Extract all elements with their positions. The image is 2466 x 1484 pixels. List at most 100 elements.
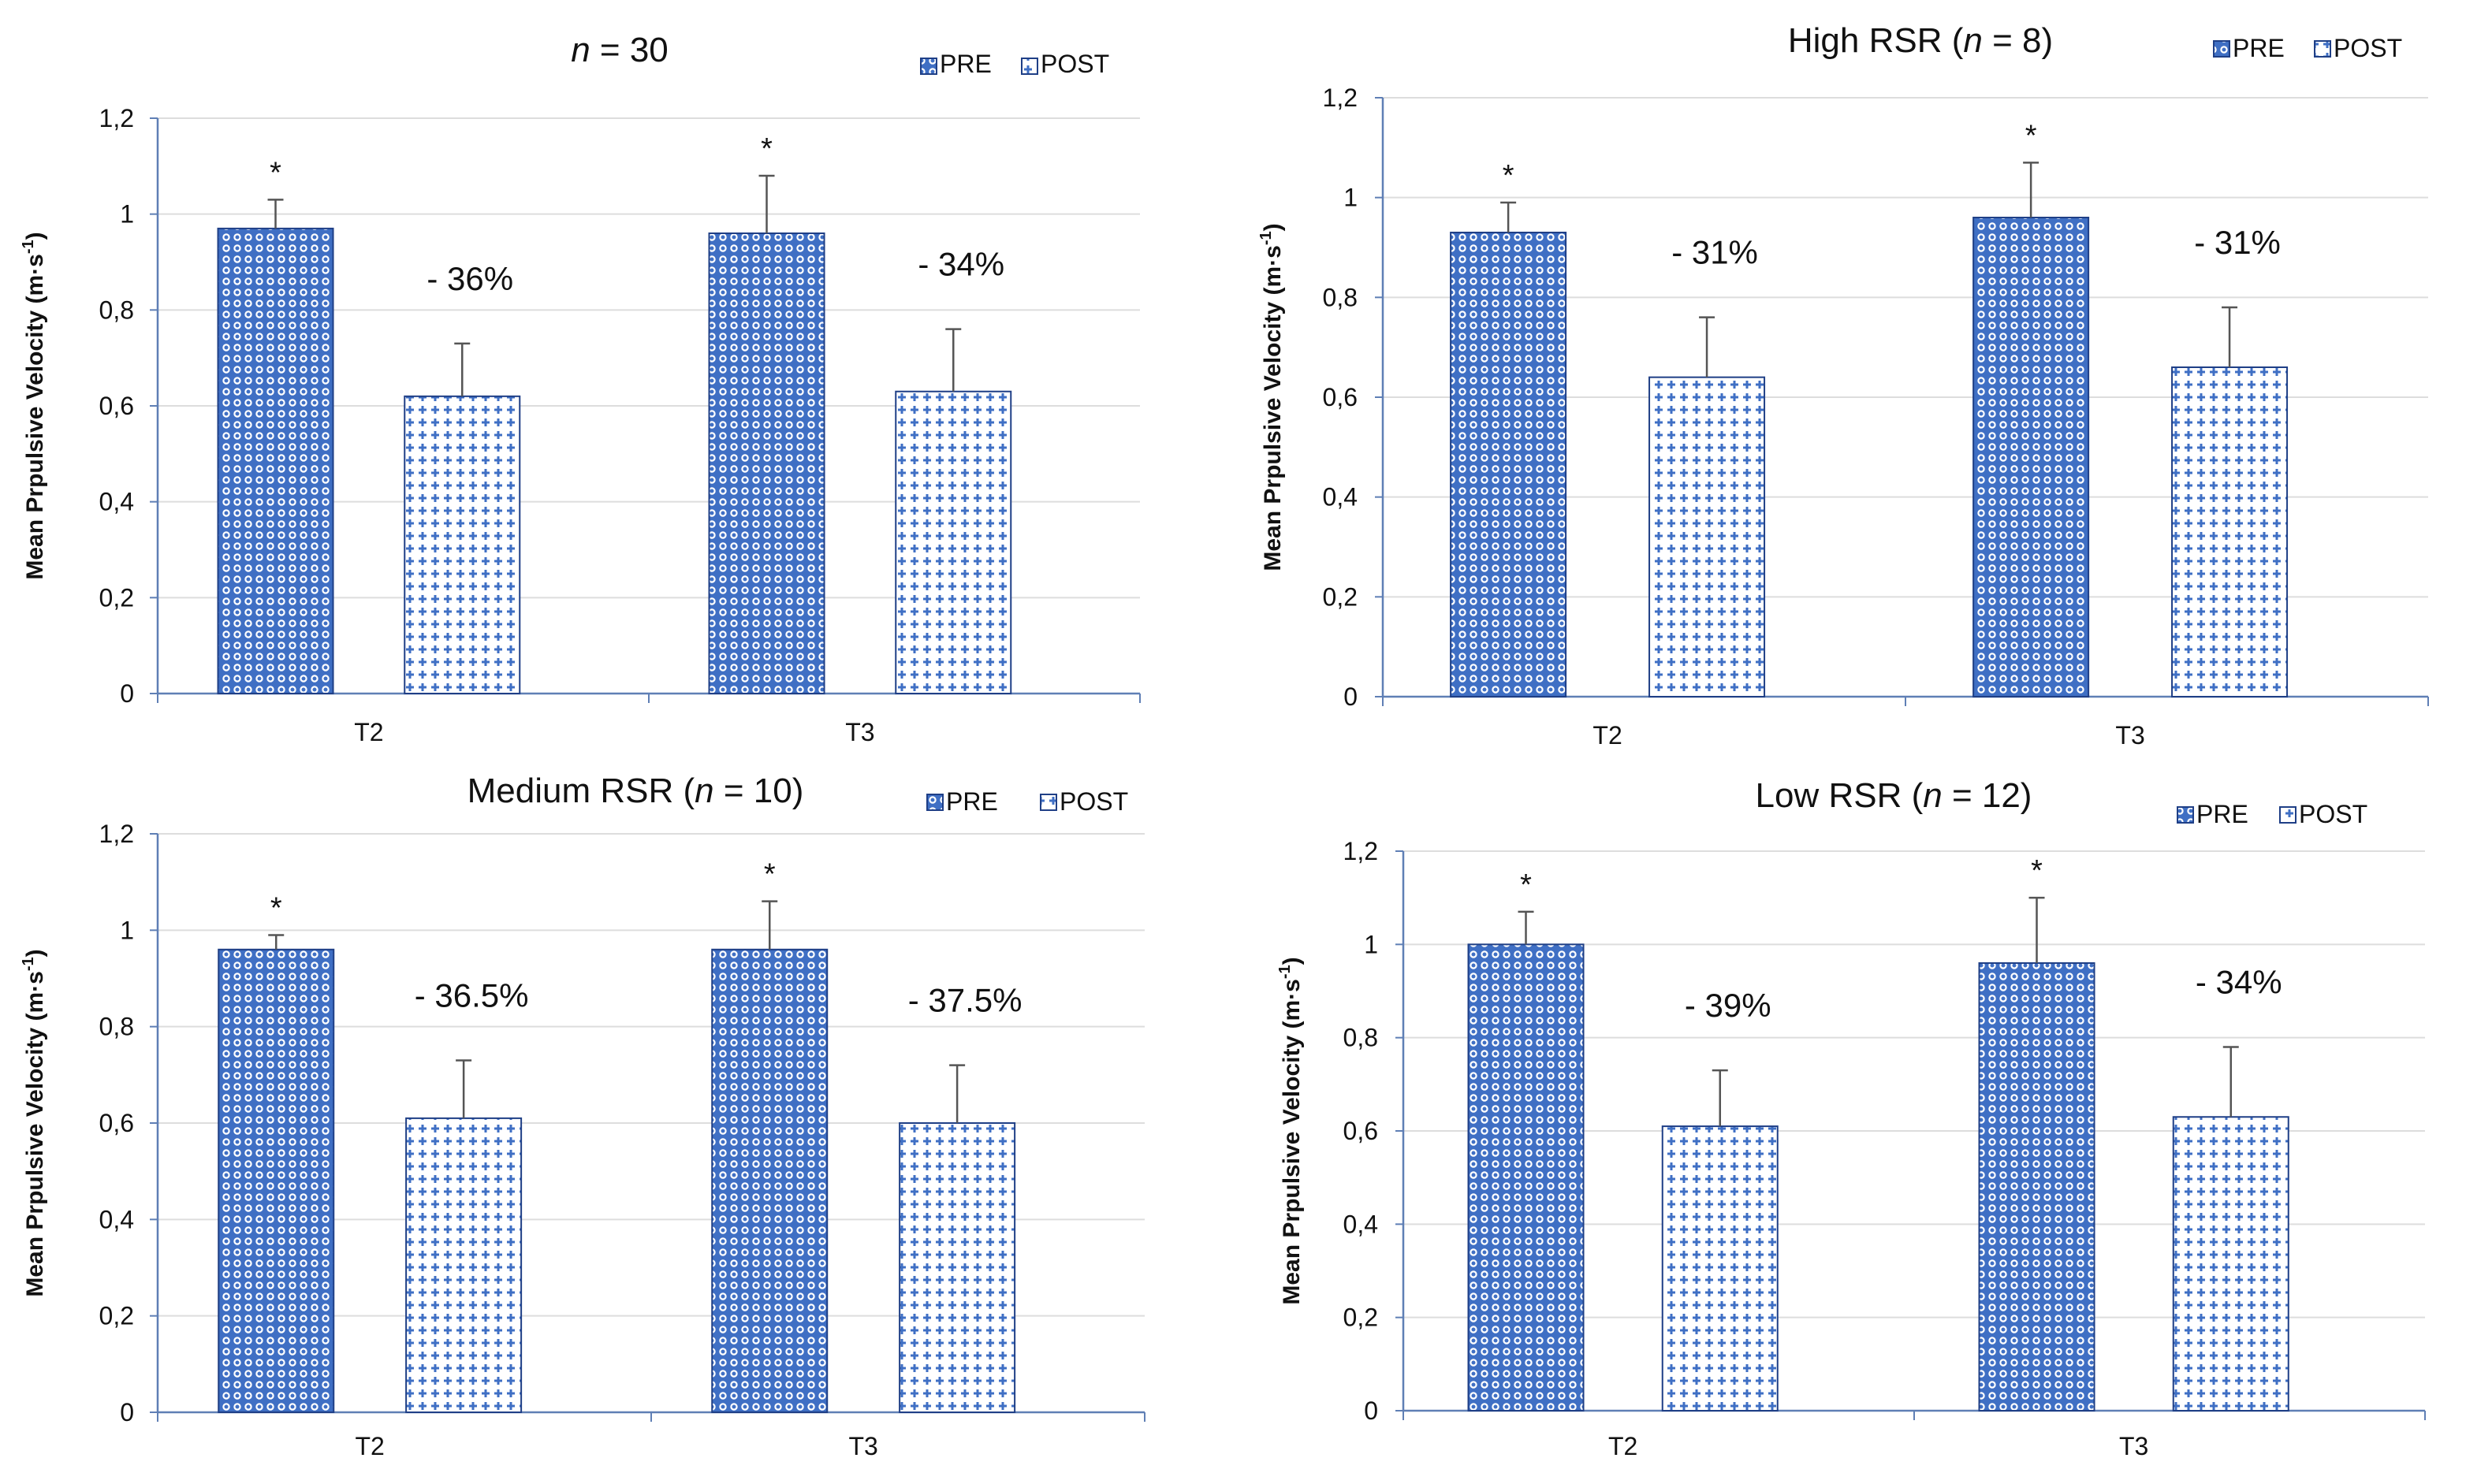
- y-tick-label: 0,6: [99, 392, 134, 420]
- significance-marker: *: [1503, 159, 1514, 192]
- bar-pre-t2: [217, 227, 334, 694]
- chart-title-prefix: Low RSR (: [1756, 776, 1924, 815]
- y-tick-label: 0: [1343, 682, 1358, 711]
- y-tick-label: 0,8: [99, 1013, 134, 1041]
- change-annotation: - 39%: [1685, 987, 1771, 1024]
- legend-label-post: POST: [1041, 50, 1109, 78]
- legend-label-pre: PRE: [946, 787, 998, 816]
- bar-pre-t3: [711, 948, 829, 1414]
- y-tick-label: 0,6: [1343, 1117, 1378, 1145]
- bar-post-t3: [2172, 1116, 2289, 1411]
- y-axis-label-main: Mean Prpulsive Velocity (m·s: [22, 971, 48, 1296]
- legend-swatch-pre: [2177, 806, 2194, 824]
- change-annotation: - 37.5%: [908, 982, 1023, 1019]
- chart-title: High RSR (n = 8): [1788, 21, 2053, 60]
- legend-swatch-post: [2279, 806, 2297, 824]
- legend-swatch-pre: [2213, 40, 2230, 58]
- change-annotation: - 36.5%: [415, 976, 529, 1014]
- chart-title-suffix: = 8): [1983, 21, 2053, 60]
- legend-label-post: POST: [2299, 800, 2367, 828]
- chart-title-prefix: Medium RSR (: [467, 772, 695, 810]
- y-tick-label: 0: [120, 679, 134, 708]
- y-tick-label: 1: [1343, 184, 1358, 212]
- y-tick-label: 0,8: [99, 296, 134, 324]
- y-tick-label: 0,4: [1343, 1210, 1378, 1238]
- legend-swatch-post: [1040, 794, 1057, 811]
- y-tick-label: 0,4: [99, 488, 134, 516]
- y-axis-label-sup: -1: [20, 957, 37, 971]
- bar-pre-t3: [1978, 962, 2095, 1411]
- x-tick-label: T2: [1608, 1432, 1637, 1460]
- bar-pre-t3: [708, 232, 825, 694]
- chart-title: n = 30: [571, 31, 669, 69]
- chart-title-suffix: = 12): [1943, 776, 2032, 815]
- axes: 0 0,2 0,4 0,6 0,8 1 1,2 Mean Prpulsive Velocity…: [20, 104, 1141, 746]
- y-axis-label-main: Mean Prpulsive Velocity (m·s: [22, 254, 48, 579]
- change-annotation: - 31%: [2194, 224, 2281, 261]
- bar-pre-t3: [1972, 217, 2090, 697]
- legend-swatch-post: [2314, 40, 2331, 58]
- legend-swatch-post: [1021, 58, 1038, 75]
- change-annotation: - 34%: [2196, 964, 2282, 1001]
- y-axis-label-main: Mean Prpulsive Velocity (m·s: [1279, 979, 1305, 1304]
- y-tick-label: 1: [1364, 930, 1378, 958]
- x-tick-label: T2: [356, 1432, 385, 1460]
- chart-title-italic: n: [695, 772, 713, 810]
- y-tick-label: 0,2: [99, 583, 134, 612]
- legend-label-post: POST: [2334, 34, 2402, 62]
- y-axis-label-close: ): [1260, 223, 1286, 231]
- axes: 0 0,2 0,4 0,6 0,8 1 1,2 Mean Prpulsive Velocity…: [1257, 84, 2429, 749]
- significance-marker: *: [2031, 854, 2043, 887]
- bar-pre-t2: [1467, 943, 1585, 1412]
- legend-label-pre: PRE: [2196, 800, 2248, 828]
- significance-marker: *: [764, 858, 776, 891]
- panel-high-rsr: High RSR (n = 8) PRE POST 0 0,2 0,4 0,6 0,8 1…: [1257, 21, 2429, 749]
- y-tick-label: 1,2: [1323, 84, 1358, 112]
- panel-medium-rsr: Medium RSR (n = 10) PRE POST 0 0,2 0,4 0,6 0…: [20, 772, 1145, 1460]
- chart-title-italic: n: [1963, 21, 1982, 60]
- legend: PRE POST: [926, 787, 1128, 816]
- legend-swatch-pre: [920, 58, 937, 75]
- x-tick-label: T2: [354, 718, 383, 746]
- legend: PRE POST: [2213, 34, 2402, 62]
- change-annotation: - 34%: [918, 246, 1004, 283]
- y-tick-label: 0,8: [1323, 283, 1358, 311]
- y-axis-label-sup: -1: [1276, 965, 1294, 979]
- panel-low-rsr: Low RSR (n = 12) PRE POST 0 0,2 0,4 0,6 0,8 1…: [1276, 776, 2426, 1460]
- axes: 0 0,2 0,4 0,6 0,8 1 1,2 Mean Prpulsive Velocity…: [20, 820, 1145, 1460]
- y-tick-label: 0: [1364, 1397, 1378, 1425]
- x-tick-label: T3: [845, 718, 874, 746]
- bar-post-t3: [899, 1122, 1016, 1413]
- y-tick-label: 1: [120, 200, 134, 229]
- y-axis-label-close: ): [22, 232, 48, 240]
- bar-post-t2: [405, 1117, 523, 1413]
- significance-marker: *: [761, 132, 773, 166]
- y-tick-label: 0: [120, 1398, 134, 1426]
- y-axis-label: Mean Prpulsive Velocity (m·s-1): [20, 232, 48, 579]
- significance-marker: *: [270, 891, 282, 924]
- y-axis-label: Mean Prpulsive Velocity (m·s-1): [1257, 223, 1286, 571]
- x-tick-label: T3: [2119, 1432, 2148, 1460]
- y-tick-label: 1,2: [99, 820, 134, 848]
- y-tick-label: 0,4: [99, 1205, 134, 1233]
- change-annotation: - 36%: [427, 260, 513, 297]
- y-tick-label: 0,8: [1343, 1024, 1378, 1052]
- chart-title-suffix: = 10): [714, 772, 804, 810]
- y-tick-label: 0,2: [99, 1302, 134, 1330]
- bar-pre-t2: [1450, 232, 1567, 697]
- y-tick-label: 0,4: [1323, 483, 1358, 511]
- bar-post-t3: [2171, 366, 2289, 697]
- legend-label-pre: PRE: [940, 50, 992, 78]
- chart-title: Low RSR (n = 12): [1756, 776, 2032, 815]
- bar-post-t2: [1648, 376, 1766, 697]
- change-annotation: - 31%: [1671, 234, 1758, 271]
- chart-title: Medium RSR (n = 10): [467, 772, 804, 810]
- significance-marker: *: [270, 156, 281, 189]
- bar-post-t3: [895, 390, 1012, 694]
- chart-title-prefix: High RSR (: [1788, 21, 1964, 60]
- y-tick-label: 0,6: [99, 1109, 134, 1137]
- bar-post-t2: [1661, 1125, 1779, 1412]
- y-axis-label-sup: -1: [20, 240, 37, 254]
- bar-post-t2: [404, 395, 521, 694]
